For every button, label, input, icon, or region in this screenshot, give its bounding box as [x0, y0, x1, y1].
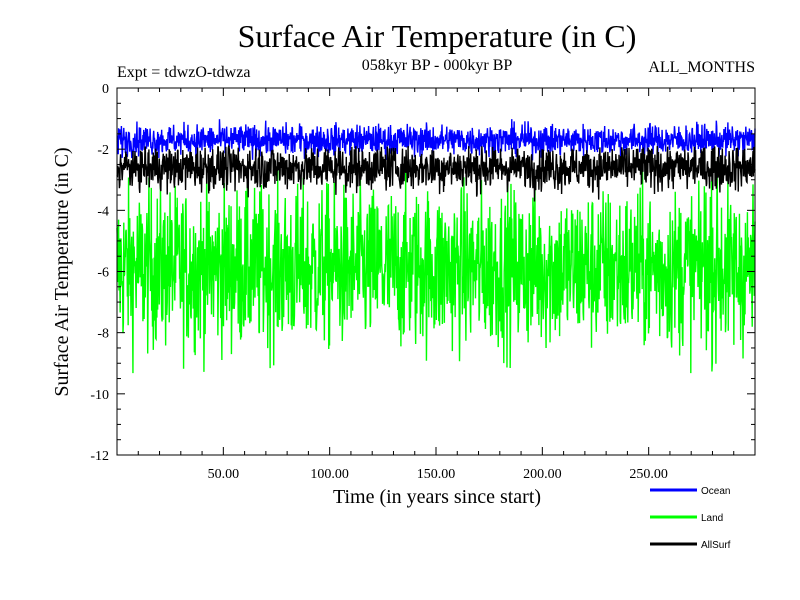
legend-label-ocean: Ocean [701, 486, 730, 497]
plot-area [116, 119, 756, 374]
x-tick-label: 250.00 [629, 467, 668, 482]
series-ocean-line [116, 119, 756, 161]
axes: 0 -2 -4 -6 -8 -10 -12 50.00 100.00 150.00 200.00 25… [90, 82, 756, 482]
months-label: ALL_MONTHS [648, 59, 755, 76]
legend: Ocean Land AllSurf [650, 486, 731, 551]
legend-label-allsurf: AllSurf [701, 540, 731, 551]
x-tick-label: 200.00 [523, 467, 562, 482]
y-axis-label: Surface Air Temperature (in C) [51, 147, 73, 396]
y-tick-label: -4 [97, 204, 109, 219]
x-tick-label: 150.00 [417, 467, 456, 482]
legend-label-land: Land [701, 513, 723, 524]
series-allsurf-line [116, 144, 756, 202]
series-land-line [116, 162, 756, 374]
y-tick-label: 0 [102, 82, 109, 97]
x-tick-label: 50.00 [208, 467, 240, 482]
chart-subtitle: 058kyr BP - 000kyr BP [362, 57, 513, 74]
y-tick-label: -10 [90, 388, 109, 403]
experiment-label: Expt = tdwzO-tdwza [117, 64, 250, 81]
y-tick-label: -8 [97, 327, 109, 342]
y-tick-label: -12 [90, 449, 109, 464]
y-tick-label: -6 [97, 266, 109, 281]
chart-title: Surface Air Temperature (in C) [238, 18, 637, 54]
y-tick-label: -2 [97, 143, 109, 158]
x-tick-label: 100.00 [310, 467, 349, 482]
x-axis-label: Time (in years since start) [333, 486, 541, 508]
